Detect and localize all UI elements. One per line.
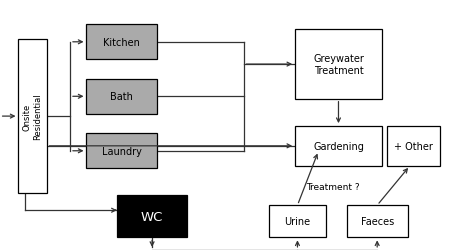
Text: Faeces: Faeces — [361, 216, 394, 226]
Text: Gardening: Gardening — [313, 141, 364, 151]
Text: Laundry: Laundry — [101, 146, 142, 156]
Bar — [117, 196, 187, 237]
Bar — [86, 134, 157, 168]
Bar — [295, 126, 382, 166]
Text: Onsite
Residential: Onsite Residential — [23, 94, 42, 140]
Bar — [86, 25, 157, 60]
Text: + Other: + Other — [394, 141, 433, 151]
Text: Kitchen: Kitchen — [103, 38, 140, 48]
Text: Bath: Bath — [110, 92, 133, 102]
Bar — [387, 126, 440, 166]
Bar — [86, 80, 157, 114]
Text: WC: WC — [141, 210, 163, 223]
Bar — [269, 206, 326, 238]
Text: Greywater
Treatment: Greywater Treatment — [313, 54, 364, 76]
Text: Urine: Urine — [284, 216, 310, 226]
Bar — [295, 30, 382, 99]
Text: Treatment ?: Treatment ? — [306, 182, 359, 192]
Bar — [346, 206, 408, 238]
Bar — [18, 40, 46, 193]
